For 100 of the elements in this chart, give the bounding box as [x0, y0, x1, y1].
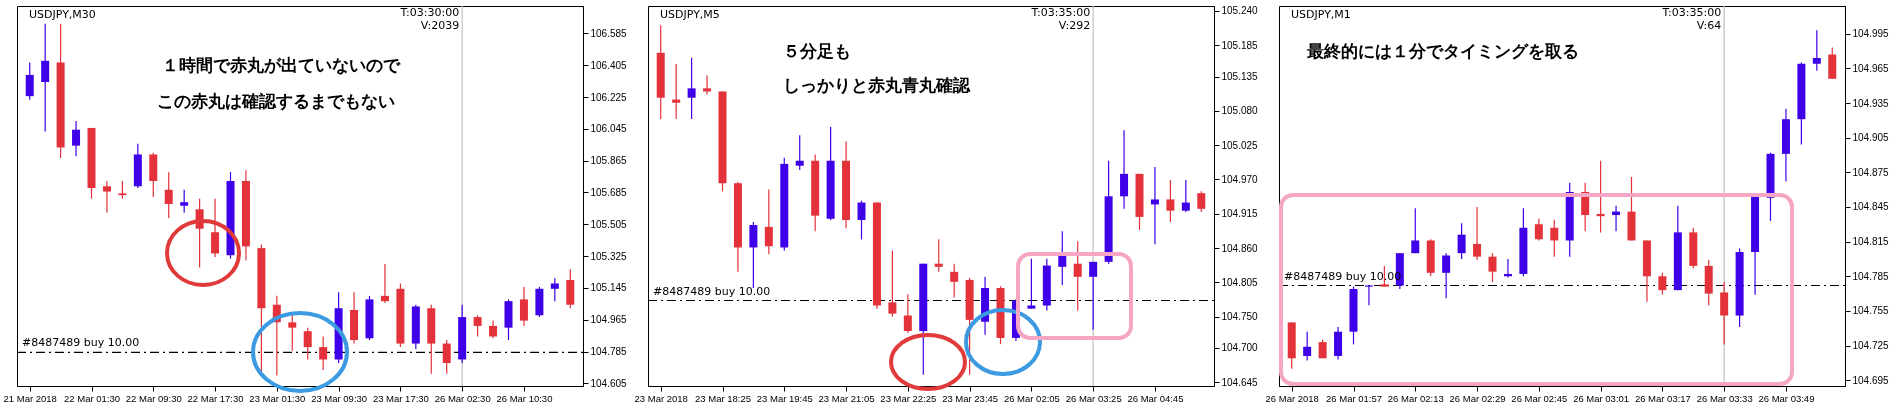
- candlestick: [303, 327, 312, 361]
- y-tick-label: 106.225: [590, 91, 628, 103]
- x-tick-label: 23 Mar 21:05: [818, 392, 875, 404]
- ref-line-label: #8487489 buy 10.00: [22, 336, 140, 350]
- candlestick: [1089, 261, 1098, 331]
- x-tick-label: 23 Mar 22:25: [880, 392, 937, 404]
- ref-line-label: T:03:30:00 V:2039: [399, 6, 460, 32]
- y-tick-label: 105.505: [590, 218, 628, 230]
- candlestick: [1120, 129, 1129, 210]
- y-tick-label: 104.875: [1852, 166, 1890, 178]
- x-tick-label: 23 Mar 09:30: [311, 392, 368, 404]
- candlestick: [1442, 252, 1451, 299]
- candlestick: [1457, 222, 1466, 260]
- y-tick-label: 104.695: [1852, 374, 1890, 386]
- y-tick-label: 104.700: [1221, 342, 1259, 354]
- y-tick-label: 104.905: [1852, 132, 1890, 144]
- x-tick-label: 26 Mar 02:29: [1449, 392, 1506, 404]
- y-tick-label: 105.080: [1221, 105, 1259, 117]
- y-tick-label: 104.815: [1852, 236, 1890, 248]
- y-tick-label: 105.135: [1221, 71, 1259, 83]
- candlestick: [25, 61, 34, 101]
- x-tick-label: 23 Mar 18:25: [695, 392, 751, 404]
- candlestick: [857, 200, 866, 240]
- y-tick-label: 104.785: [1852, 270, 1890, 282]
- candlestick: [1812, 29, 1821, 72]
- x-tick-label: 26 Mar 02:13: [1387, 392, 1444, 404]
- y-tick-label: 104.805: [1221, 276, 1259, 288]
- x-tick-label: 26 Mar 04:45: [1127, 392, 1184, 404]
- candlestick: [473, 314, 482, 338]
- candlestick: [442, 339, 451, 375]
- y-tick-label: 104.645: [1221, 376, 1259, 388]
- y-tick-label: 104.915: [1221, 208, 1259, 220]
- x-tick-label: 21 Mar 2018: [3, 392, 57, 404]
- candlestick: [72, 120, 81, 157]
- candlestick: [380, 263, 389, 304]
- candlestick: [1658, 272, 1667, 296]
- y-tick-label: 104.970: [1221, 173, 1259, 185]
- y-tick-label: 104.965: [1852, 62, 1890, 74]
- candlestick: [687, 57, 696, 120]
- candlestick: [703, 74, 712, 96]
- x-tick-label: 26 Mar 03:49: [1758, 392, 1815, 404]
- chart-title: USDJPY,M5: [660, 8, 720, 21]
- x-tick-label: 26 Mar 03:33: [1696, 392, 1753, 404]
- x-tick-label: 26 Mar 2018: [1265, 392, 1319, 404]
- candlestick: [519, 286, 528, 327]
- candlestick: [1197, 190, 1206, 213]
- y-tick-label: 106.045: [590, 123, 628, 135]
- x-tick-label: 23 Mar 23:45: [942, 392, 999, 404]
- x-tick-label: 22 Mar 17:30: [187, 392, 244, 404]
- y-tick-label: 104.845: [1852, 201, 1890, 213]
- x-tick-label: 22 Mar 09:30: [125, 392, 182, 404]
- x-tick-label: 26 Mar 10:30: [496, 392, 553, 404]
- y-tick-label: 104.935: [1852, 97, 1890, 109]
- x-tick-label: 23 Mar 2018: [634, 392, 688, 404]
- candlestick: [764, 188, 773, 255]
- candlestick: [903, 293, 912, 334]
- x-tick-label: 23 Mar 17:30: [372, 392, 429, 404]
- candlestick: [1073, 240, 1082, 312]
- chart-title: USDJPY,M1: [1291, 8, 1351, 21]
- candlestick: [164, 171, 173, 219]
- candlestick: [934, 238, 943, 273]
- candlestick: [950, 263, 959, 298]
- y-tick-label: 104.605: [590, 377, 628, 389]
- y-tick-label: 104.860: [1221, 242, 1259, 254]
- ref-line-label: T:03:35:00 V:292: [1030, 6, 1091, 32]
- candlestick: [319, 335, 328, 371]
- x-tick-label: 22 Mar 01:30: [64, 392, 120, 404]
- candlestick: [1534, 217, 1543, 242]
- y-tick-label: 105.025: [1221, 139, 1259, 151]
- x-tick-label: 26 Mar 01:57: [1326, 392, 1382, 404]
- y-tick-label: 105.325: [590, 250, 628, 262]
- candlestick: [1550, 219, 1559, 258]
- x-tick-label: 26 Mar 03:17: [1634, 392, 1691, 404]
- x-tick-label: 26 Mar 02:45: [1511, 392, 1568, 404]
- ref-line-label: T:03:35:00 V:64: [1661, 6, 1722, 32]
- candlestick: [749, 221, 758, 289]
- chart-title: USDJPY,M30: [29, 8, 96, 21]
- y-tick-label: 104.995: [1852, 28, 1890, 40]
- candlestick: [672, 63, 681, 120]
- x-tick-label: 26 Mar 02:05: [1003, 392, 1060, 404]
- annotation: しっかりと赤丸青丸確認: [783, 75, 971, 95]
- y-tick-label: 104.750: [1221, 311, 1259, 323]
- y-tick-label: 105.685: [590, 186, 628, 198]
- candlestick: [888, 250, 897, 318]
- candlestick: [288, 314, 297, 352]
- candlestick: [1488, 252, 1497, 283]
- candlestick: [1027, 258, 1036, 310]
- candlestick: [41, 23, 50, 133]
- y-tick-label: 105.240: [1221, 5, 1259, 17]
- candlestick: [1150, 166, 1159, 245]
- y-tick-label: 105.865: [590, 155, 628, 167]
- candlestick: [1720, 281, 1729, 346]
- annotation: 最終的には１分でタイミングを取る: [1306, 41, 1579, 61]
- annotation: １時間で赤丸が出ていないので: [162, 55, 401, 75]
- x-tick-label: 26 Mar 03:25: [1065, 392, 1122, 404]
- candlestick: [1411, 207, 1420, 254]
- y-tick-label: 105.145: [590, 282, 628, 294]
- y-tick-label: 106.585: [590, 27, 628, 39]
- x-tick-label: 26 Mar 02:30: [434, 392, 491, 404]
- y-tick-label: 104.725: [1852, 340, 1890, 352]
